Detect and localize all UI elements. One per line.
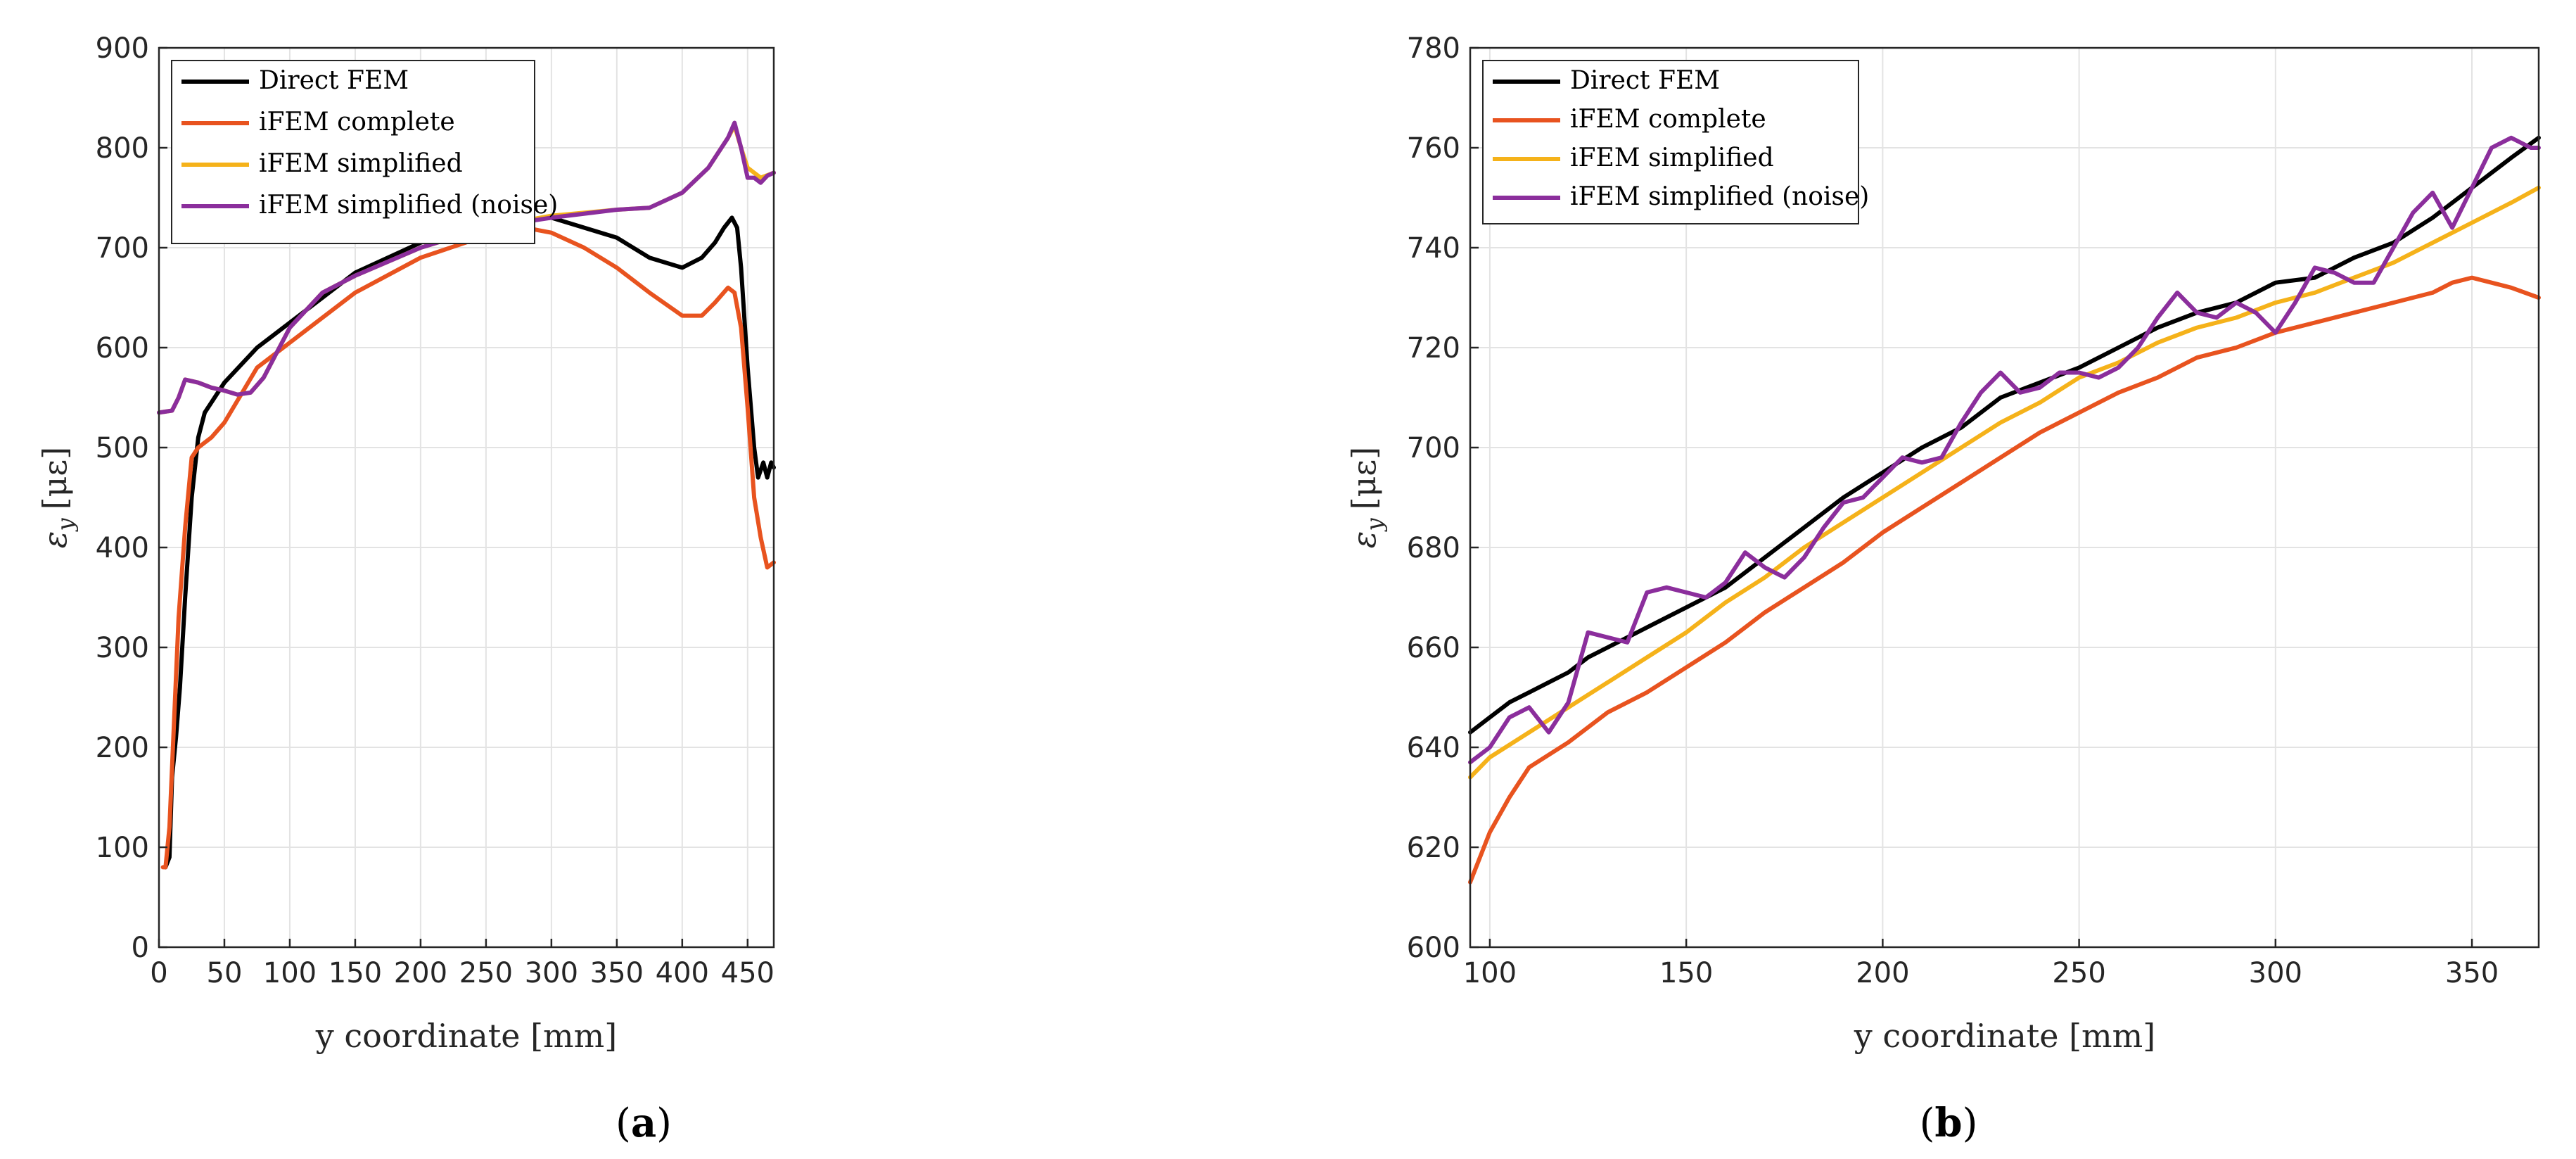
x-tick-label-a: 0	[150, 957, 167, 989]
x-tick-label-a: 200	[394, 957, 447, 989]
y-tick-label-b: 700	[1407, 432, 1460, 464]
x-tick-label-b: 150	[1659, 957, 1713, 989]
x-tick-label-a: 50	[207, 957, 243, 989]
y-axis-symbol-a: ε	[36, 531, 74, 549]
series-group-b	[1468, 135, 2541, 885]
y-tick-label-a: 0	[132, 932, 149, 964]
x-tick-label-a: 400	[656, 957, 709, 989]
y-axis-label-a: εy [με]	[36, 447, 79, 548]
y-tick-label-a: 500	[96, 432, 149, 464]
series-line-ifem-simplified-b	[1468, 185, 2541, 780]
y-axis-symbol-b: ε	[1345, 531, 1383, 549]
legend-label-a: iFEM complete	[259, 108, 455, 137]
y-tick-label-a: 800	[96, 132, 149, 165]
panel-label-a-letter: a	[631, 1100, 656, 1146]
chart-panel-b: 100 150 200 250 300 350 600 620 640 660 680 700 720 7…	[1345, 32, 2541, 1146]
x-tick-label-a: 450	[721, 957, 774, 989]
legend-label-a: iFEM simplified	[259, 149, 463, 178]
x-tick-label-a: 350	[590, 957, 644, 989]
tick-labels-a: 0 50 100 150 200 250 300 350 400 450 0 100 200 300 400…	[96, 32, 774, 989]
y-tick-label-b: 780	[1407, 32, 1460, 65]
legend-label-a: Direct FEM	[259, 66, 409, 95]
legend-label-b: iFEM simplified	[1570, 144, 1774, 172]
legend-box-a	[171, 60, 535, 244]
y-tick-label-a: 300	[96, 632, 149, 664]
legend-label-b: Direct FEM	[1570, 66, 1720, 95]
y-tick-label-b: 760	[1407, 132, 1460, 165]
y-tick-label-b: 680	[1407, 532, 1460, 564]
x-axis-label-b: y coordinate [mm]	[1854, 1017, 2155, 1055]
y-tick-label-b: 600	[1407, 932, 1460, 964]
panel-label-b: (b)	[1920, 1100, 1978, 1146]
x-tick-label-b: 100	[1463, 957, 1517, 989]
panel-label-a: (a)	[616, 1100, 672, 1146]
y-axis-label-b: εy [με]	[1345, 447, 1388, 548]
series-line-ifem-simplified-noise-b	[1468, 135, 2541, 765]
y-tick-label-a: 900	[96, 32, 149, 65]
y-tick-label-b: 660	[1407, 632, 1460, 664]
legend-label-b: iFEM simplified (noise)	[1570, 182, 1869, 211]
y-axis-unit-b: [με]	[1345, 447, 1383, 510]
x-tick-label-a: 250	[459, 957, 513, 989]
legend-label-a: iFEM simplified (noise)	[259, 191, 558, 220]
y-tick-label-b: 740	[1407, 232, 1460, 265]
x-tick-label-b: 300	[2249, 957, 2302, 989]
y-tick-label-a: 600	[96, 332, 149, 365]
axes-box-b	[1469, 46, 2540, 949]
y-axis-unit-a: [με]	[36, 447, 74, 510]
legend-b: Direct FEM iFEM complete iFEM simplified iF…	[1482, 60, 1869, 224]
x-tick-label-b: 200	[1856, 957, 1909, 989]
y-tick-label-a: 100	[96, 832, 149, 864]
legend-a: Direct FEM iFEM complete iFEM simplified iF…	[171, 60, 558, 244]
x-tick-label-b: 350	[2445, 957, 2499, 989]
y-tick-label-a: 700	[96, 232, 149, 265]
x-tick-label-a: 300	[525, 957, 578, 989]
axes-box-a	[158, 46, 775, 949]
x-axis-label-a: y coordinate [mm]	[315, 1017, 617, 1055]
y-tick-label-b: 620	[1407, 832, 1460, 864]
x-tick-label-b: 250	[2052, 957, 2105, 989]
y-axis-subscript-b: y	[1361, 518, 1388, 533]
y-tick-label-a: 200	[96, 732, 149, 764]
y-tick-label-a: 400	[96, 532, 149, 564]
y-axis-subscript-a: y	[52, 518, 79, 533]
tick-labels-b: 100 150 200 250 300 350 600 620 640 660 680 700 720 7…	[1407, 32, 2499, 989]
series-line-ifem-complete-b	[1468, 275, 2541, 885]
series-line-direct-fem-b	[1468, 135, 2541, 735]
y-tick-label-b: 640	[1407, 732, 1460, 764]
panel-label-b-letter: b	[1934, 1100, 1962, 1146]
y-tick-label-b: 720	[1407, 332, 1460, 365]
chart-panel-a: 0 50 100 150 200 250 300 350 400 450 0 100 200 300 400…	[36, 32, 776, 1146]
legend-label-b: iFEM complete	[1570, 105, 1766, 134]
x-tick-label-a: 150	[329, 957, 382, 989]
x-tick-label-a: 100	[263, 957, 317, 989]
